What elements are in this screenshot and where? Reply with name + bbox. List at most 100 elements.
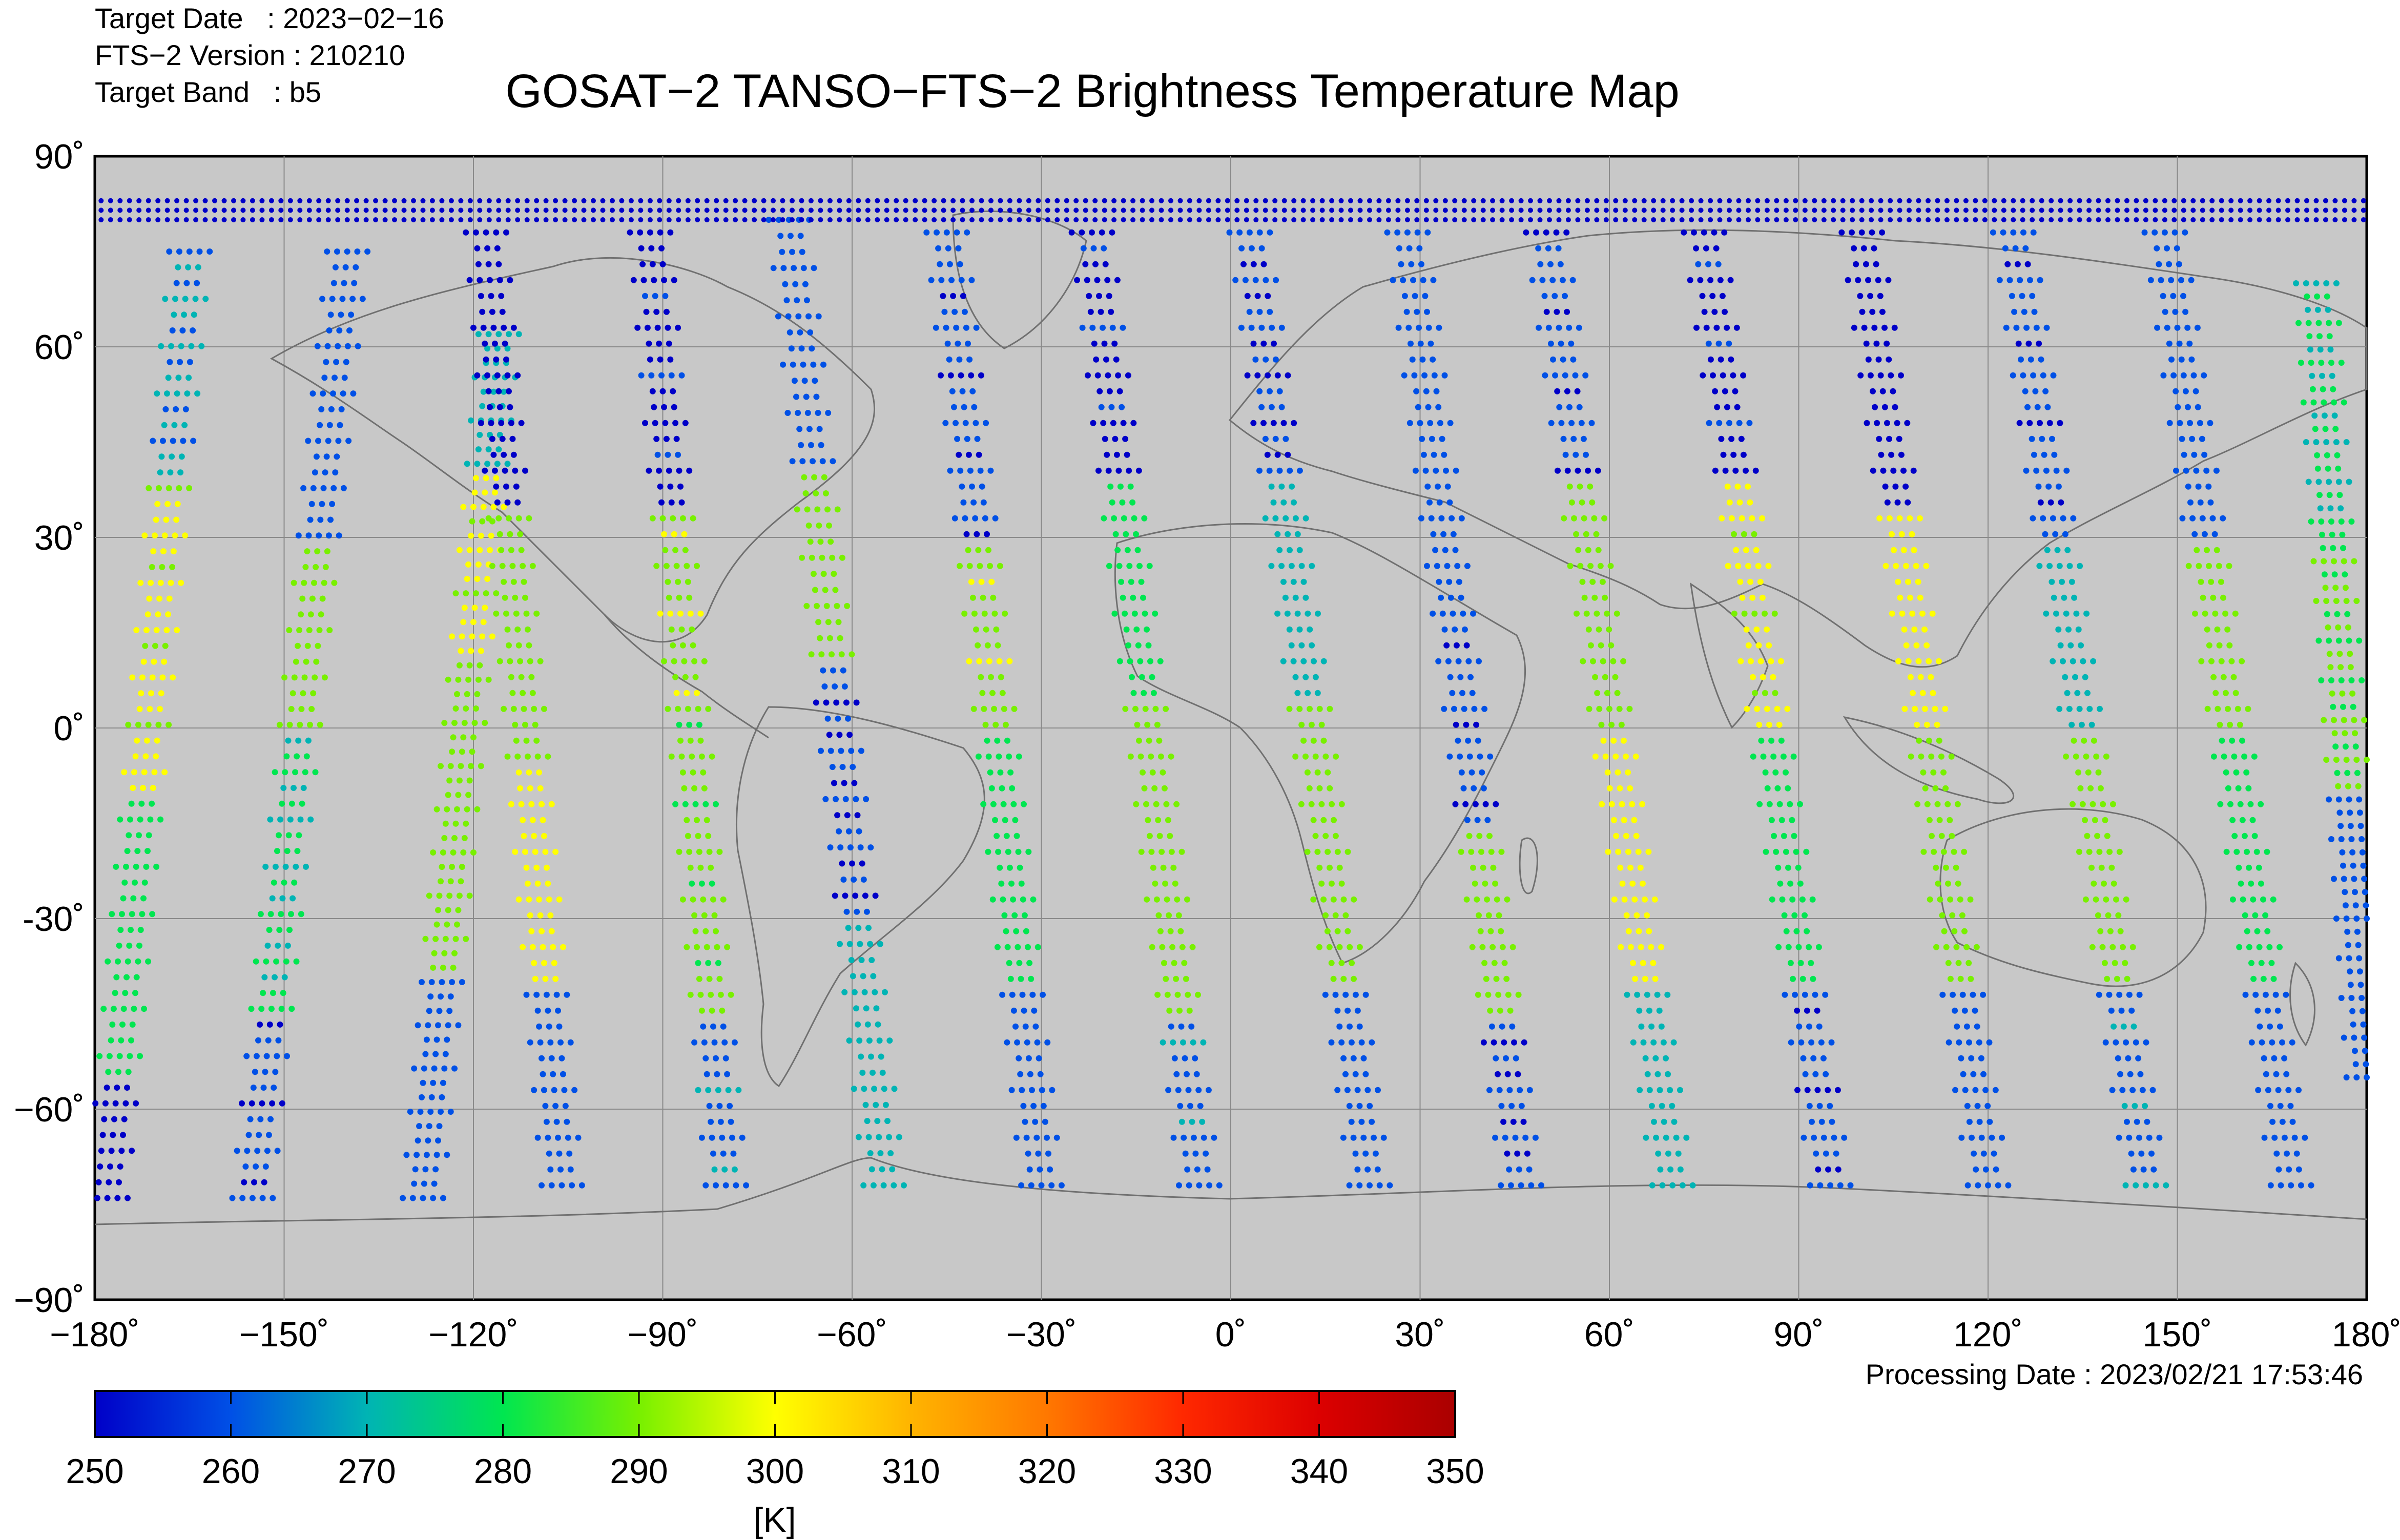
data-point: [2123, 896, 2129, 903]
data-point: [550, 944, 556, 950]
data-point: [433, 1152, 440, 1158]
data-point: [1633, 833, 1640, 839]
data-point: [319, 595, 326, 602]
data-point: [1440, 531, 1447, 537]
data-point: [2027, 356, 2034, 363]
data-point: [1294, 610, 1301, 617]
data-point: [1511, 1039, 1517, 1046]
data-point: [2327, 346, 2334, 353]
data-point: [752, 207, 757, 213]
data-point: [1587, 563, 1594, 569]
data-point: [2143, 198, 2148, 203]
data-point: [1462, 801, 1469, 807]
data-point: [1916, 737, 1922, 744]
data-point: [1871, 324, 1878, 331]
colorbar-tick-label: 310: [882, 1452, 940, 1491]
data-point: [1973, 198, 1978, 203]
data-point: [431, 950, 438, 956]
data-point: [2334, 452, 2341, 459]
data-point: [1907, 207, 1912, 213]
data-point: [1307, 705, 1313, 712]
data-point: [470, 849, 477, 856]
data-point: [666, 467, 672, 474]
data-point: [2057, 420, 2063, 426]
data-point: [1808, 960, 1814, 966]
data-point: [1491, 1039, 1497, 1046]
data-point: [1985, 1182, 1991, 1189]
data-point: [2001, 198, 2006, 203]
coast-madagascar: [1519, 837, 1538, 894]
data-point: [212, 217, 217, 222]
data-point: [2153, 217, 2158, 222]
data-point: [1820, 1055, 1827, 1062]
data-point: [1627, 785, 1633, 792]
data-point: [818, 217, 823, 222]
data-point: [2238, 198, 2243, 203]
data-point: [1111, 217, 1117, 222]
data-point: [1111, 198, 1117, 203]
data-point: [2251, 833, 2258, 839]
data-point: [1641, 217, 1647, 222]
data-point: [1362, 991, 1369, 998]
data-point: [282, 863, 289, 870]
colorbar-tick-label: 250: [66, 1452, 123, 1491]
data-point: [2265, 1007, 2271, 1014]
data-point: [810, 571, 817, 577]
data-point: [2130, 1166, 2137, 1173]
data-point: [1149, 198, 1154, 203]
data-point: [1811, 1134, 1817, 1141]
data-point: [2337, 505, 2344, 512]
data-point: [2150, 1166, 2157, 1173]
data-point: [503, 483, 509, 490]
data-point: [761, 207, 767, 213]
data-point: [438, 763, 444, 769]
data-point: [489, 308, 495, 315]
swath: [1838, 229, 2012, 1189]
data-point: [123, 863, 129, 870]
data-point: [2181, 217, 2186, 222]
data-point: [640, 277, 647, 283]
data-point: [1689, 198, 1694, 203]
data-point: [298, 911, 304, 918]
data-point: [2082, 674, 2088, 680]
data-point: [1747, 499, 1753, 506]
data-point: [2065, 626, 2072, 633]
data-point: [2112, 960, 2118, 966]
data-point: [517, 658, 524, 664]
data-point: [2043, 467, 2050, 474]
data-point: [1501, 1039, 1507, 1046]
data-point: [1084, 277, 1090, 283]
data-point: [1966, 1039, 1972, 1046]
data-point: [824, 715, 831, 722]
data-point: [306, 198, 312, 203]
data-point: [1298, 801, 1305, 807]
data-point: [1291, 420, 1297, 426]
data-point: [1770, 753, 1777, 760]
data-point: [1304, 848, 1311, 855]
data-point: [1480, 785, 1487, 792]
data-point: [477, 198, 483, 203]
data-point: [2020, 217, 2025, 222]
data-point: [1112, 531, 1119, 537]
data-point: [433, 921, 440, 928]
data-point: [2058, 499, 2064, 506]
data-point: [810, 458, 816, 465]
data-point: [1338, 1039, 1345, 1046]
data-point: [1736, 499, 1743, 506]
data-point: [1007, 975, 1014, 982]
data-point: [974, 531, 980, 537]
data-point: [1470, 864, 1476, 871]
data-point: [1621, 896, 1628, 903]
data-point: [1520, 1118, 1527, 1125]
data-point: [148, 579, 154, 586]
data-point: [312, 769, 319, 776]
data-point: [1314, 769, 1321, 776]
data-point: [2053, 610, 2059, 617]
data-point: [657, 217, 663, 222]
data-point: [1234, 198, 1240, 203]
data-point: [109, 1021, 116, 1028]
data-point: [1312, 833, 1319, 839]
data-point: [1884, 340, 1890, 347]
data-point: [2351, 717, 2357, 723]
data-point: [1953, 944, 1960, 950]
